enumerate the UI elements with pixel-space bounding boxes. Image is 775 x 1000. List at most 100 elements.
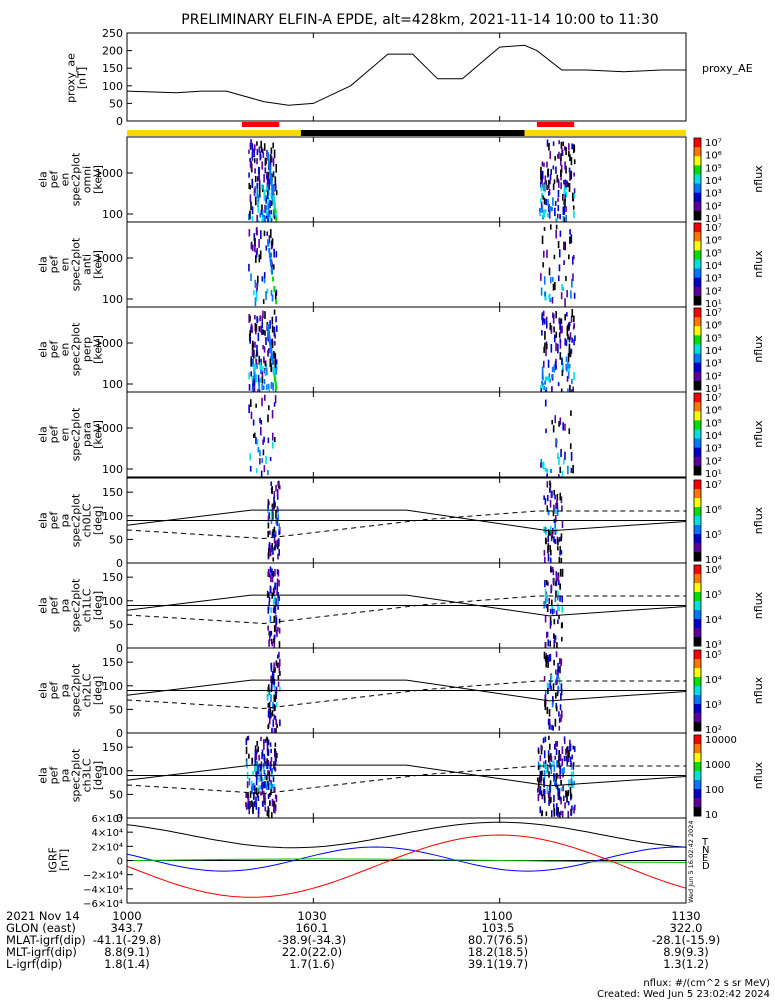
anti-colorbar-tick: 10³	[705, 274, 722, 285]
ch0-flux-cell	[553, 536, 555, 543]
ch2-colorbar-label: nflux	[752, 676, 765, 704]
igrf-legend-E: E	[702, 853, 708, 864]
ch3-flux-cell	[253, 782, 255, 789]
omni-flux-cell	[548, 203, 550, 211]
igrf-legend-D: D	[702, 861, 710, 872]
ch0-flux-cell	[553, 504, 555, 512]
perp-flux-cell	[269, 358, 272, 368]
ch3-flux-cell	[543, 770, 546, 776]
ch3-flux-cell	[270, 756, 273, 762]
ch3-flux-cell	[256, 793, 259, 798]
ch2-flux-cell	[548, 683, 551, 690]
ch3-flux-cell	[248, 808, 251, 815]
ch3-flux-cell	[261, 782, 263, 789]
anti-flux-cell	[551, 296, 554, 304]
perp-flux-cell	[544, 380, 547, 385]
ch3-flux-cell	[552, 760, 554, 766]
ch3-flux-cell	[246, 781, 249, 788]
omni-flux-cell	[555, 166, 557, 174]
omni-flux-cell	[265, 213, 268, 219]
perp-flux-cell	[545, 320, 548, 329]
ch0-flux-cell	[546, 494, 549, 502]
perp-flux-cell	[262, 366, 264, 373]
omni-flux-cell	[254, 144, 256, 151]
ch1-flux-cell	[555, 580, 557, 587]
omni-flux-cell	[541, 192, 543, 198]
igrf-ylabel: IGRF[nT]	[47, 847, 71, 873]
ch0-flux-cell	[271, 486, 273, 494]
ch3-flux-cell	[245, 738, 248, 746]
omni-colorbar-band	[694, 165, 701, 175]
ch3-flux-cell	[540, 774, 543, 781]
ch3-flux-cell	[274, 750, 277, 756]
ch2-flux-cell	[274, 691, 277, 699]
omni-flux-cell	[271, 185, 274, 191]
omni-flux-cell	[570, 157, 573, 166]
ch3-flux-cell	[563, 739, 566, 745]
ch3-flux-cell	[557, 788, 559, 797]
para-flux-cell	[570, 451, 573, 461]
ch2-flux-cell	[551, 702, 554, 708]
omni-flux-cell	[560, 141, 563, 149]
para-flux-cell	[567, 465, 569, 475]
omni-flux-cell	[555, 217, 557, 223]
omni-flux-cell	[540, 184, 543, 192]
ch3-flux-cell	[546, 786, 549, 794]
ch0-colorbar-band	[694, 498, 701, 508]
anti-flux-cell	[570, 290, 572, 299]
perp-flux-cell	[571, 309, 574, 318]
para-flux-cell	[253, 432, 256, 438]
day-bar	[127, 130, 301, 136]
ch0-colorbar-band	[694, 480, 701, 490]
ch3-flux-cell	[256, 771, 258, 777]
anti-colorbar-tick: 10⁴	[705, 261, 722, 272]
anti-flux-cell	[248, 229, 251, 237]
perp-flux-cell	[248, 314, 250, 323]
perp-flux-cell	[263, 346, 266, 353]
perp-colorbar-tick: 10⁷	[705, 308, 722, 319]
ch3-flux-cell	[544, 764, 547, 770]
ch2-colorbar-band	[694, 686, 701, 696]
ch3-ytick-label: 0	[116, 812, 123, 825]
ch1-flux-cell	[547, 639, 550, 647]
ch3-flux-cell	[537, 765, 540, 771]
para-flux-cell	[252, 419, 255, 426]
ch3-flux-cell	[548, 735, 550, 740]
para-flux-cell	[267, 414, 269, 423]
ae-ytick-label: 250	[102, 27, 123, 40]
para-flux-cell	[549, 468, 552, 473]
omni-flux-cell	[256, 158, 258, 165]
omni-flux-cell	[253, 188, 256, 197]
omni-flux-cell	[259, 151, 262, 161]
perp-colorbar-frame	[693, 307, 702, 391]
ch1-flux-cell	[268, 639, 270, 647]
ch0-flux-cell	[549, 530, 551, 536]
ch0-flux-cell	[553, 490, 556, 496]
ch1-flux-cell	[555, 571, 558, 576]
ch0-flux-cell	[277, 541, 279, 550]
perp-flux-cell	[550, 343, 553, 353]
anti-flux-cell	[561, 284, 563, 291]
ch3-flux-cell	[558, 750, 560, 758]
ch1-flux-cell	[548, 597, 550, 604]
perp-flux-cell	[544, 331, 546, 340]
ch0-flux-cell	[558, 537, 561, 543]
omni-flux-cell	[544, 175, 547, 184]
ch2-flux-cell	[561, 710, 563, 719]
anti-flux-cell	[272, 264, 275, 270]
perp-flux-cell	[554, 361, 557, 367]
ch0-ylabel-line: spec2plot	[70, 493, 83, 547]
perp-colorbar-label-text: nflux	[752, 335, 765, 363]
perp-flux-cell	[548, 373, 551, 381]
omni-flux-cell	[270, 186, 273, 195]
footer-row-value: 322.0	[670, 921, 703, 935]
ch0-flux-cell	[556, 538, 559, 546]
ch3-flux-cell	[536, 777, 539, 782]
omni-flux-cell	[561, 148, 563, 155]
ch2-flux-cell	[556, 677, 558, 685]
ch2-flux-cell	[270, 665, 273, 672]
ch3-colorbar-tick: 1000	[705, 760, 730, 771]
para-ylabel-line: [keV]	[92, 420, 105, 449]
ch2-flux-cell	[544, 699, 546, 707]
anti-flux-cell	[253, 290, 255, 296]
